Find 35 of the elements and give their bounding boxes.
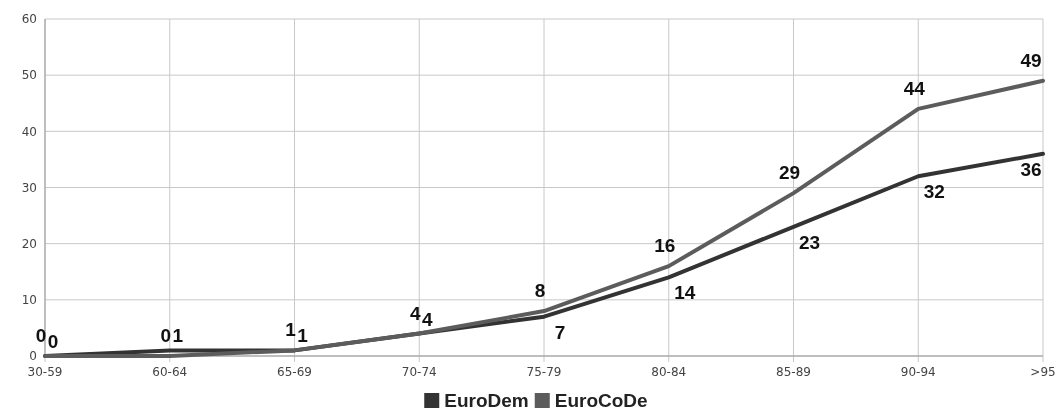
data-label: 1 bbox=[172, 325, 184, 347]
x-tick-label: 65-69 bbox=[277, 365, 312, 379]
data-label: 32 bbox=[923, 181, 945, 203]
data-label: 23 bbox=[798, 231, 821, 253]
data-label: 14 bbox=[674, 282, 696, 304]
data-label: 1 bbox=[297, 325, 309, 347]
legend-label: EuroCoDe bbox=[554, 389, 648, 411]
data-label: 16 bbox=[654, 235, 676, 257]
data-label: 4 bbox=[421, 308, 433, 330]
x-tick-label: 75-79 bbox=[526, 365, 562, 379]
y-tick-label: 20 bbox=[21, 236, 37, 251]
data-label: 1 bbox=[285, 319, 297, 341]
data-label: 4 bbox=[409, 302, 421, 324]
x-tick-label: >95 bbox=[1030, 365, 1056, 379]
x-tick-label: 60-64 bbox=[152, 365, 188, 379]
y-tick-label: 10 bbox=[21, 293, 37, 308]
data-label: 29 bbox=[778, 162, 801, 184]
y-tick-label: 50 bbox=[21, 68, 37, 83]
x-tick-label: 85-89 bbox=[776, 365, 811, 379]
data-label: 44 bbox=[903, 77, 926, 99]
data-label: 49 bbox=[1020, 49, 1042, 71]
data-label: 7 bbox=[554, 321, 566, 343]
data-label: 36 bbox=[1020, 158, 1042, 180]
data-label: 0 bbox=[47, 331, 59, 352]
y-tick-label: 30 bbox=[21, 180, 37, 195]
x-tick-label: 70-74 bbox=[401, 365, 437, 379]
x-tick-label: 80-84 bbox=[651, 365, 687, 379]
data-label: 8 bbox=[534, 280, 546, 302]
x-tick-label: 90-94 bbox=[900, 365, 936, 379]
data-label: 0 bbox=[160, 325, 172, 346]
y-tick-label: 0 bbox=[29, 349, 37, 364]
legend-label: EuroDem bbox=[444, 389, 529, 411]
y-tick-label: 40 bbox=[21, 124, 37, 139]
y-tick-label: 60 bbox=[21, 12, 37, 27]
x-tick-label: 30-59 bbox=[27, 365, 63, 379]
